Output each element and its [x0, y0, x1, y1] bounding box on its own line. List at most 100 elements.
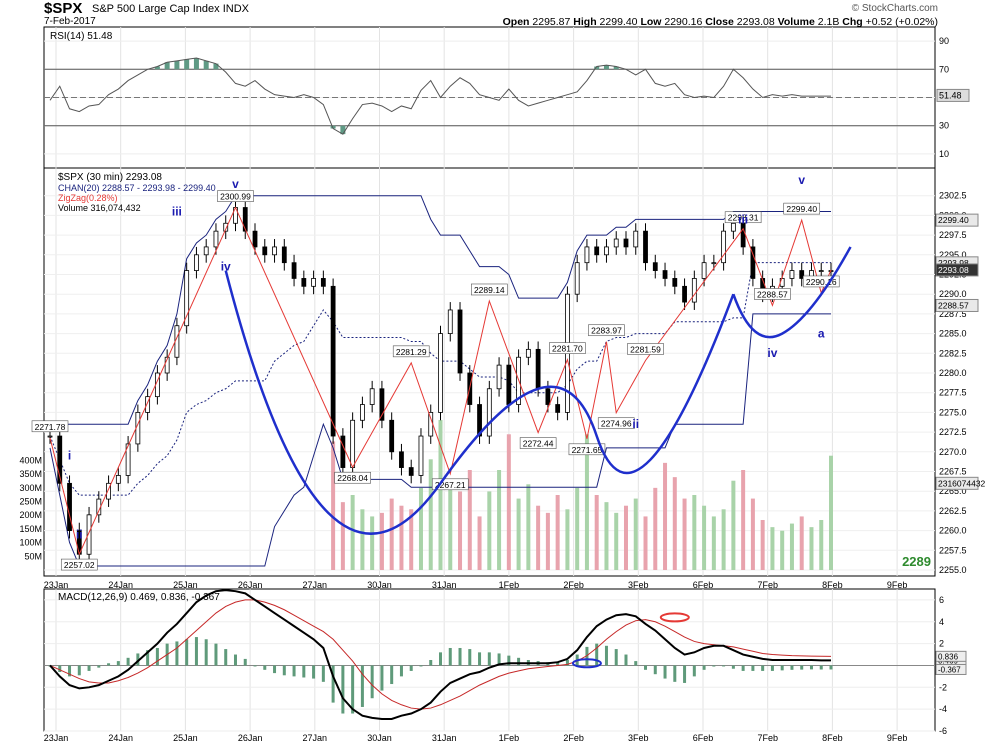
macd-histogram-bar	[741, 665, 745, 671]
price-candle	[311, 278, 316, 287]
macd-histogram-bar	[224, 649, 228, 666]
price-y-tick: 2260.0	[939, 526, 967, 536]
exchange-text: INDX	[222, 3, 249, 15]
macd-histogram-bar	[751, 665, 755, 671]
macd-histogram-bar	[731, 665, 735, 669]
volume-bar	[809, 527, 814, 570]
wave-label: v	[798, 173, 805, 187]
rsi-y-tick: 90	[939, 36, 949, 46]
macd-histogram-bar	[380, 665, 384, 691]
price-candle	[223, 222, 229, 232]
price-candle	[203, 246, 209, 256]
zigzag-annotation: 2274.96	[601, 419, 632, 429]
volume-bar	[682, 498, 687, 570]
macd-histogram-bar	[390, 665, 394, 685]
price-candle	[789, 270, 795, 279]
zigzag-annotation-box	[519, 437, 557, 449]
volume-bar	[545, 512, 550, 570]
price-y-tick: 2265.0	[939, 486, 967, 496]
price-candle	[818, 270, 824, 272]
macd-x-tick-label: 3Feb	[628, 733, 649, 743]
price-candle	[623, 238, 629, 248]
volume-bar	[770, 527, 775, 570]
handle-curve	[732, 246, 852, 339]
macd-histogram-bar	[321, 665, 325, 682]
rsi-y-tick: 70	[939, 64, 949, 74]
zigzag-annotation: 2290.16	[806, 277, 837, 287]
macd-histogram-bar	[185, 639, 189, 666]
macd-histogram-bar	[634, 661, 638, 666]
macd-x-tick-label: 1Feb	[499, 733, 520, 743]
close-label: Close	[705, 16, 734, 28]
x-tick-label: 2Feb	[563, 580, 584, 590]
zigzag-annotation: 2288.57	[757, 289, 788, 299]
macd-y-tick: 2	[939, 639, 944, 649]
price-candle	[652, 262, 658, 271]
macd-x-tick-label: 23Jan	[44, 733, 69, 743]
volume-bar	[379, 512, 384, 570]
volume-bar	[340, 502, 345, 570]
high-value: 2299.40	[599, 16, 638, 28]
zigzag-annotation-box	[392, 345, 430, 358]
volume-value: 2.1B	[817, 16, 840, 28]
zigzag-annotation-box	[627, 343, 664, 355]
macd-histogram-bar	[809, 665, 813, 670]
zigzag-annotation-box	[471, 283, 508, 296]
chg-label: Chg	[842, 16, 863, 28]
price-candle	[418, 435, 424, 476]
price-candle	[86, 514, 92, 555]
price-candle	[740, 222, 746, 248]
x-tick-label: 9Feb	[887, 580, 908, 590]
macd-histogram-bar	[351, 665, 355, 714]
price-candle	[682, 285, 687, 303]
open-label: Open	[502, 16, 530, 28]
volume-bar	[633, 498, 638, 570]
volume-bar	[643, 516, 648, 570]
macd-histogram-bar	[712, 665, 716, 667]
ohlc-bar: Open 2295.87 High 2299.40 Low 2290.16 Cl…	[503, 16, 938, 28]
legend-price: $SPX (30 min) 2293.08	[58, 172, 162, 183]
channel-upper	[50, 195, 831, 425]
high-label: High	[573, 16, 597, 28]
volume-bar	[555, 495, 560, 570]
price-candle	[281, 246, 287, 264]
macd-x-tick-label: 9Feb	[887, 733, 908, 743]
macd-histogram-bar	[292, 665, 296, 677]
zigzag-annotation-box	[334, 471, 371, 484]
price-right-label: 2293.98	[938, 258, 969, 268]
low-label: Low	[640, 16, 662, 28]
stockcharts-credit[interactable]: © StockCharts.com	[851, 3, 938, 14]
zigzag-annotation-box	[802, 275, 840, 288]
volume-bar	[536, 505, 541, 570]
volume-bar	[653, 487, 658, 570]
price-right-label: 2293.08	[938, 265, 969, 275]
volume-bar	[721, 509, 726, 570]
macd-histogram-bar	[302, 665, 306, 678]
volume-y-tick: 400M	[19, 455, 42, 465]
price-candle	[242, 207, 248, 232]
volume-bar	[399, 505, 404, 570]
macd-histogram-bar	[97, 665, 101, 668]
wave-label: a	[818, 327, 825, 341]
price-candle	[555, 404, 561, 413]
price-candle	[408, 467, 414, 476]
macd-histogram-bar	[507, 655, 511, 666]
macd-histogram-bar	[399, 665, 403, 677]
volume-y-tick: 100M	[19, 538, 42, 548]
price-right-label-box	[935, 213, 979, 227]
macd-histogram-bar	[497, 653, 501, 666]
volume-bar	[594, 495, 599, 570]
volume-bar	[389, 498, 394, 570]
volume-y-tick: 50M	[24, 551, 42, 561]
price-candle	[643, 230, 648, 264]
price-candle	[545, 388, 551, 405]
x-tick-label: 1Feb	[499, 580, 520, 590]
zigzag-annotation: 2281.70	[552, 344, 583, 354]
zigzag-annotation-box	[549, 342, 586, 354]
volume-bar	[497, 470, 502, 570]
macd-histogram-bar	[517, 657, 521, 666]
macd-histogram-bar	[595, 643, 599, 666]
volume-bar	[692, 495, 697, 570]
macd-histogram-bar	[360, 665, 364, 707]
